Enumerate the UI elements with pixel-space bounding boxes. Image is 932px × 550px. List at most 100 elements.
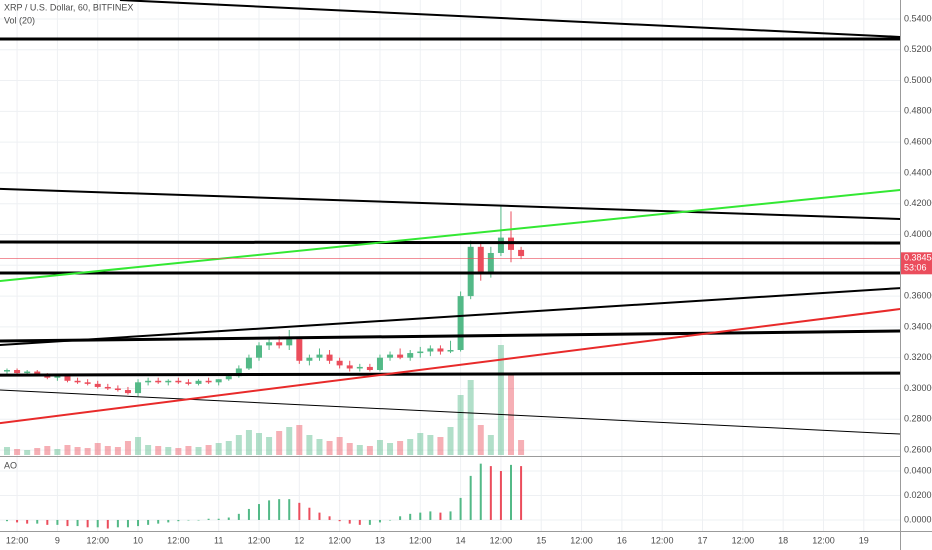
volume-bar <box>336 437 343 455</box>
volume-bar <box>457 395 464 455</box>
candle-body <box>346 365 353 369</box>
volume-bar <box>487 435 494 455</box>
ao-bar <box>56 519 59 525</box>
volume-bar <box>477 425 484 455</box>
ao-bar <box>86 519 89 528</box>
ao-bar <box>338 519 341 522</box>
ao-bar <box>66 519 69 527</box>
volume-bar <box>74 447 81 455</box>
x-tick-label: 12:00 <box>167 535 190 545</box>
candle-body <box>306 357 313 361</box>
candle-body <box>286 339 293 346</box>
grid <box>0 0 900 531</box>
ao-bar <box>328 516 331 520</box>
volume-bar <box>84 448 91 455</box>
volume-bar <box>356 445 363 455</box>
candle-body <box>356 366 363 369</box>
ao-bar <box>237 513 240 520</box>
volume-bar <box>54 449 61 455</box>
candle-body <box>195 380 202 384</box>
candle-body <box>84 382 91 384</box>
volume-title: Vol (20) <box>4 15 35 25</box>
ao-bar <box>439 512 442 520</box>
chart-title: XRP / U.S. Dollar, 60, BITFINEX <box>4 2 133 12</box>
ao-bar <box>318 512 321 520</box>
countdown-label: 53:06 <box>904 263 927 273</box>
volume-bar <box>417 433 424 455</box>
ao-bar <box>147 519 150 525</box>
x-tick-label: 16 <box>617 535 627 545</box>
x-tick-label: 12:00 <box>328 535 351 545</box>
axes: 12:00 9 12:00 10 12:00 11 12:00 12 12:00 13 12:00 1… <box>6 13 932 545</box>
ao-bar <box>520 466 523 520</box>
ao-bar <box>227 517 230 520</box>
x-tick-label: 12:00 <box>86 535 109 545</box>
ao-bar <box>116 519 119 528</box>
x-tick-label: 9 <box>55 535 60 545</box>
ao-bar <box>298 502 301 520</box>
candle-body <box>427 348 434 352</box>
volume-bar <box>114 447 121 455</box>
candle-body <box>518 249 525 257</box>
x-tick-label: 12:00 <box>6 535 29 545</box>
ao-bar <box>6 519 8 522</box>
volume-bar <box>155 446 162 455</box>
ao-bar <box>308 507 311 520</box>
candle-body <box>326 354 333 361</box>
ao-bar <box>469 475 472 520</box>
y-tick-label: 0.0400 <box>904 465 932 475</box>
volume-bar <box>316 439 323 455</box>
plot <box>0 0 901 529</box>
ao-bar <box>258 504 260 520</box>
candle-body <box>135 382 142 394</box>
volume-bar <box>145 445 152 455</box>
trend-line <box>0 287 901 347</box>
candle-body <box>387 354 394 358</box>
y-tick-label: 0.0200 <box>904 490 932 500</box>
candle-body <box>296 339 303 361</box>
ao-bar <box>368 519 371 525</box>
volume-bar <box>306 435 313 455</box>
volume-bar <box>135 437 142 455</box>
ao-bar <box>399 516 402 520</box>
volume-bar <box>266 437 273 455</box>
ao-bar <box>126 519 129 528</box>
candle-body <box>145 380 152 383</box>
trend-line <box>0 189 901 283</box>
ao-bar <box>419 512 422 520</box>
ao-bar <box>429 511 432 520</box>
candle-body <box>276 342 283 346</box>
ao-bar <box>247 508 250 520</box>
candle-body <box>437 348 444 352</box>
ao-bar <box>217 518 220 520</box>
volume-bar <box>94 443 101 455</box>
candle-body <box>64 376 71 381</box>
ao-bar <box>288 499 291 520</box>
x-tick-label: 12 <box>294 535 304 545</box>
candle-body <box>235 368 242 377</box>
ao-bar <box>510 464 512 520</box>
ao-bar <box>36 519 39 524</box>
candle-body <box>477 246 484 273</box>
candle-body <box>397 354 404 358</box>
candle-body <box>336 360 343 366</box>
candle-body <box>215 379 222 383</box>
volume-bar <box>215 443 222 455</box>
ao-bar <box>187 519 190 521</box>
volume-bar <box>447 427 454 455</box>
volume-bar <box>34 448 41 455</box>
ao-bar <box>348 519 351 524</box>
candle-body <box>467 246 474 297</box>
candle-body <box>94 383 101 387</box>
volume-bar <box>467 380 474 455</box>
trend-line <box>0 308 901 425</box>
volume-bar <box>24 450 31 455</box>
candle-body <box>366 366 373 371</box>
x-tick-label: 12:00 <box>409 535 432 545</box>
